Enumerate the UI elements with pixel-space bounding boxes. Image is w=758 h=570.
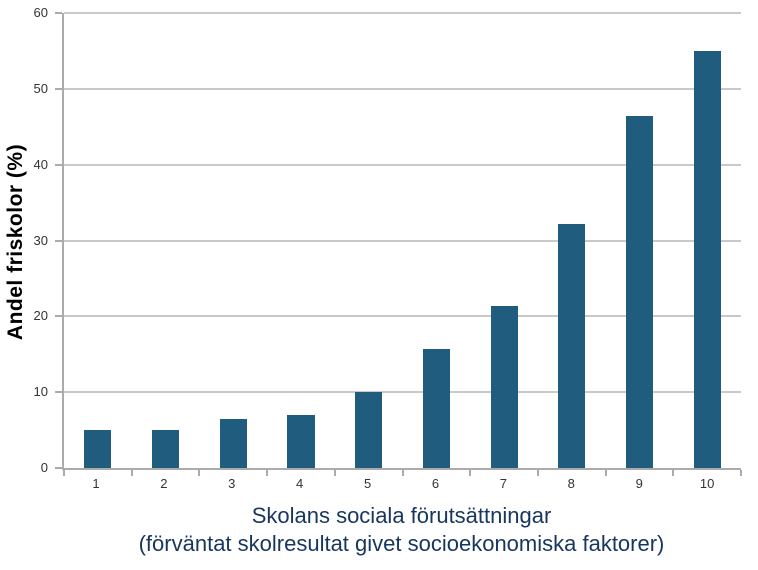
x-tickmark-4 [333,470,336,476]
x-tickmark-1 [130,470,133,476]
bar-5 [355,392,383,468]
x-tick-label-3: 3 [228,476,236,491]
bar-slot-7 [470,13,538,468]
x-tick-label-4: 4 [296,476,304,491]
y-tickmark-60 [55,12,62,14]
x-axis-title-line1: Skolans sociala förutsättningar [251,503,552,528]
bar-slot-3 [199,13,267,468]
bar-slot-6 [403,13,471,468]
y-tick-label-0: 0 [40,460,48,475]
y-tickmark-10 [55,391,62,394]
y-tick-label-30: 30 [33,232,48,248]
bar-6 [422,348,450,468]
x-tickmark-9 [672,470,675,476]
x-axis-tick-labels: 1 2 3 4 5 6 7 8 9 10 [62,476,741,491]
x-tick-label-2: 2 [160,476,168,491]
x-tick-label-7: 7 [499,476,507,491]
y-tickmark-20 [55,315,62,318]
y-tickmark-30 [55,239,62,242]
y-tickmark-0 [55,467,62,469]
gridline-30 [64,239,741,242]
plot-area [55,12,742,476]
bar-slot-8 [538,13,606,468]
bar-slot-2 [132,13,200,468]
x-axis-title: Skolans sociala förutsättningar (förvänt… [62,502,741,558]
bar-8 [558,223,586,468]
gridline-60 [64,12,741,14]
x-tick-label-5: 5 [363,476,372,491]
bar-slot-10 [673,13,741,468]
y-tick-label-10: 10 [33,384,48,400]
bar-slot-9 [606,13,674,468]
x-axis-title-line2: (förväntat skolresultat givet socioekono… [138,531,665,556]
x-tickmark-5 [401,470,404,476]
bars-container [64,13,741,468]
y-tickmark-40 [55,163,62,166]
y-tickmark-50 [55,87,62,90]
x-tickmark-2 [198,470,201,476]
x-tickmark-8 [604,470,607,476]
bar-1 [84,430,112,468]
x-tick-label-1: 1 [92,476,100,491]
x-tickmark-3 [266,470,269,476]
x-tickmark-0 [63,470,65,476]
x-tickmark-10 [740,470,742,476]
x-tick-label-6: 6 [431,476,440,491]
x-tickmark-6 [469,470,472,476]
bar-slot-4 [267,13,335,468]
x-tickmark-7 [536,470,539,476]
x-tick-label-9: 9 [635,476,643,491]
bar-slot-1 [64,13,132,468]
gridline-40 [64,163,741,166]
bar-7 [490,306,518,468]
gridline-20 [64,315,741,318]
bar-10 [693,50,721,468]
bar-2 [152,430,180,468]
bar-4 [287,414,315,468]
y-axis-tick-labels: 0 10 20 30 40 50 60 [0,0,48,570]
gridline-10 [64,391,741,394]
y-tick-label-20: 20 [33,308,48,324]
x-tick-label-8: 8 [567,476,575,491]
bar-3 [219,418,247,468]
bar-9 [625,116,654,468]
bar-slot-5 [335,13,403,468]
gridline-50 [64,87,741,90]
y-tick-label-60: 60 [33,5,48,20]
y-tick-label-40: 40 [33,156,48,172]
x-tick-label-10: 10 [699,476,715,491]
y-tick-label-50: 50 [33,80,48,96]
